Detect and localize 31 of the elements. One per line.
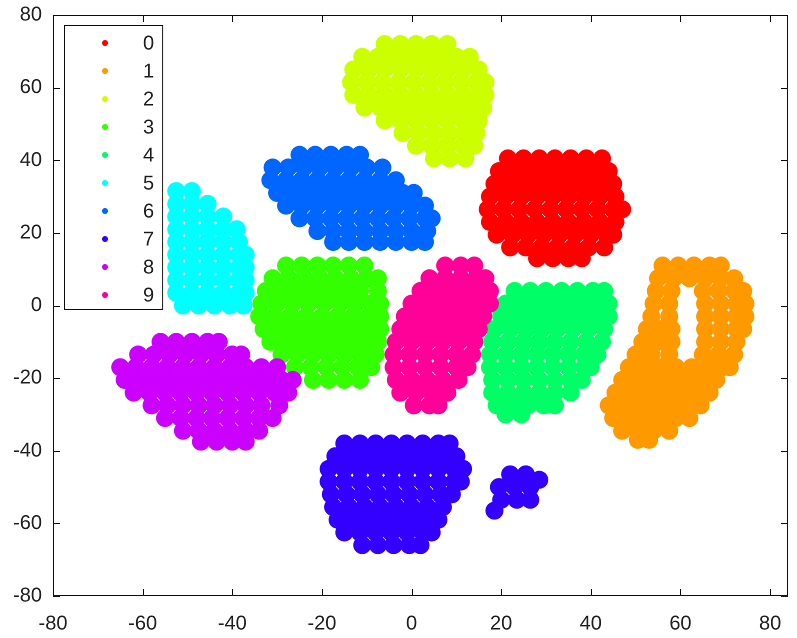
y-tick-label: 40 (20, 148, 42, 171)
legend-label: 4 (143, 144, 154, 167)
x-tick-label: 20 (490, 612, 512, 635)
y-tick-label: -80 (13, 584, 42, 607)
legend-label: 5 (143, 172, 154, 195)
legend-label: 2 (143, 88, 154, 111)
x-tick-label: 0 (406, 612, 418, 635)
legend-label: 8 (143, 256, 154, 279)
x-tick-label: -40 (218, 612, 247, 635)
legend-label: 6 (143, 200, 154, 223)
legend-label: 1 (143, 60, 154, 83)
y-tick-label: 60 (20, 76, 42, 98)
point (190, 296, 208, 314)
x-tick-label: 60 (669, 612, 692, 635)
legend-label: 9 (143, 284, 154, 307)
legend-label: 7 (143, 228, 154, 251)
x-tick-label: -20 (307, 612, 336, 635)
x-tick-label: -60 (128, 612, 158, 635)
y-tick-label: -20 (13, 366, 42, 389)
y-tick-label: -40 (13, 439, 42, 462)
y-tick-label: 0 (30, 294, 42, 316)
y-tick-label: -60 (13, 512, 42, 534)
y-tick-label: 80 (20, 4, 42, 26)
point (205, 296, 224, 314)
legend-label: 3 (143, 116, 154, 139)
point (174, 296, 192, 314)
x-tick-label: 80 (758, 612, 782, 635)
legend-label: 0 (143, 32, 154, 55)
y-tick-label: 20 (20, 221, 42, 244)
x-tick-label: -80 (38, 612, 68, 635)
x-tick-label: 40 (580, 612, 602, 635)
